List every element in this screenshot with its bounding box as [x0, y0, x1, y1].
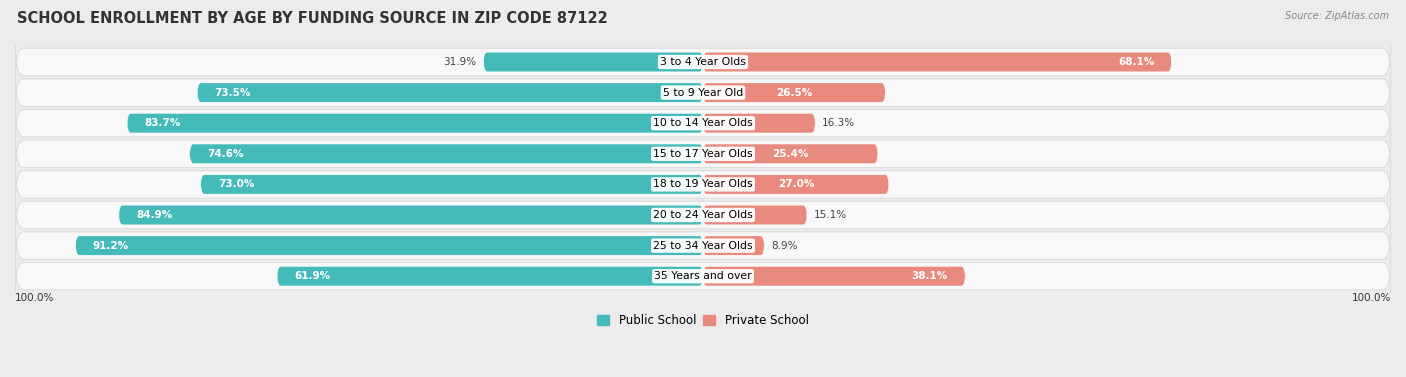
- Text: 10 to 14 Year Olds: 10 to 14 Year Olds: [654, 118, 752, 128]
- FancyBboxPatch shape: [15, 39, 1391, 85]
- FancyBboxPatch shape: [703, 267, 965, 286]
- FancyBboxPatch shape: [127, 114, 703, 133]
- FancyBboxPatch shape: [703, 52, 1171, 72]
- FancyBboxPatch shape: [15, 100, 1391, 146]
- FancyBboxPatch shape: [15, 70, 1391, 115]
- Text: 5 to 9 Year Old: 5 to 9 Year Old: [662, 87, 744, 98]
- FancyBboxPatch shape: [15, 161, 1391, 207]
- FancyBboxPatch shape: [277, 267, 703, 286]
- FancyBboxPatch shape: [703, 114, 815, 133]
- Text: 68.1%: 68.1%: [1118, 57, 1154, 67]
- Text: 61.9%: 61.9%: [294, 271, 330, 281]
- Text: 84.9%: 84.9%: [136, 210, 173, 220]
- Text: 73.5%: 73.5%: [215, 87, 250, 98]
- Text: 26.5%: 26.5%: [776, 87, 813, 98]
- FancyBboxPatch shape: [703, 144, 877, 163]
- Text: 18 to 19 Year Olds: 18 to 19 Year Olds: [654, 179, 752, 189]
- Text: 100.0%: 100.0%: [15, 293, 55, 303]
- Text: 8.9%: 8.9%: [770, 241, 797, 251]
- Text: 15 to 17 Year Olds: 15 to 17 Year Olds: [654, 149, 752, 159]
- Text: 3 to 4 Year Olds: 3 to 4 Year Olds: [659, 57, 747, 67]
- Text: 38.1%: 38.1%: [911, 271, 948, 281]
- Text: 35 Years and over: 35 Years and over: [654, 271, 752, 281]
- FancyBboxPatch shape: [15, 192, 1391, 238]
- FancyBboxPatch shape: [15, 131, 1391, 177]
- FancyBboxPatch shape: [15, 253, 1391, 299]
- Legend: Public School, Private School: Public School, Private School: [593, 309, 813, 332]
- Text: 16.3%: 16.3%: [823, 118, 855, 128]
- Text: 74.6%: 74.6%: [207, 149, 243, 159]
- FancyBboxPatch shape: [15, 223, 1391, 268]
- FancyBboxPatch shape: [484, 52, 703, 72]
- FancyBboxPatch shape: [120, 205, 703, 224]
- Text: 15.1%: 15.1%: [814, 210, 846, 220]
- FancyBboxPatch shape: [190, 144, 703, 163]
- Text: 20 to 24 Year Olds: 20 to 24 Year Olds: [654, 210, 752, 220]
- Text: 83.7%: 83.7%: [145, 118, 181, 128]
- Text: 73.0%: 73.0%: [218, 179, 254, 189]
- Text: Source: ZipAtlas.com: Source: ZipAtlas.com: [1285, 11, 1389, 21]
- FancyBboxPatch shape: [703, 205, 807, 224]
- Text: 25 to 34 Year Olds: 25 to 34 Year Olds: [654, 241, 752, 251]
- Text: 91.2%: 91.2%: [93, 241, 129, 251]
- FancyBboxPatch shape: [76, 236, 703, 255]
- FancyBboxPatch shape: [197, 83, 703, 102]
- Text: 25.4%: 25.4%: [772, 149, 808, 159]
- Text: SCHOOL ENROLLMENT BY AGE BY FUNDING SOURCE IN ZIP CODE 87122: SCHOOL ENROLLMENT BY AGE BY FUNDING SOUR…: [17, 11, 607, 26]
- FancyBboxPatch shape: [703, 175, 889, 194]
- FancyBboxPatch shape: [703, 236, 765, 255]
- Text: 27.0%: 27.0%: [778, 179, 814, 189]
- Text: 100.0%: 100.0%: [1351, 293, 1391, 303]
- FancyBboxPatch shape: [201, 175, 703, 194]
- Text: 31.9%: 31.9%: [443, 57, 477, 67]
- FancyBboxPatch shape: [703, 83, 886, 102]
